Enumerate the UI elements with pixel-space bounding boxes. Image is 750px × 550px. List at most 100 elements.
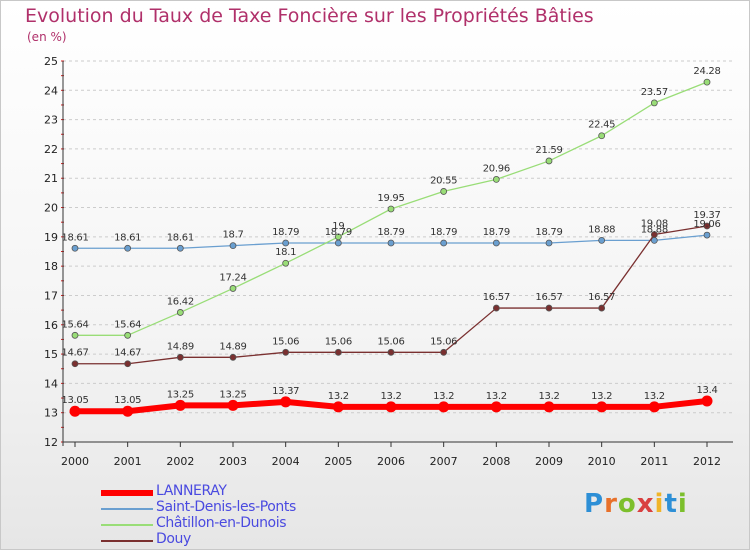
data-point-douy-2008 bbox=[492, 304, 500, 312]
data-point-saint-denis-les-ponts-2007 bbox=[440, 239, 448, 247]
legend-swatch-douy bbox=[101, 540, 153, 542]
data-label-lanneray-2011: 13.2 bbox=[644, 391, 665, 402]
grid bbox=[63, 60, 733, 443]
data-point-chatillon-en-dunois-2011 bbox=[650, 99, 658, 107]
data-point-chatillon-en-dunois-2004 bbox=[282, 259, 290, 267]
data-label-lanneray-2012: 13.4 bbox=[696, 385, 717, 396]
data-point-chatillon-en-dunois-2000 bbox=[71, 331, 79, 339]
data-point-chatillon-en-dunois-2010 bbox=[598, 132, 606, 140]
y-tick-label-12: 12 bbox=[44, 436, 58, 449]
data-point-lanneray-2004 bbox=[280, 396, 292, 408]
logo-letter: i bbox=[677, 489, 688, 519]
data-label-saint-denis-les-ponts-2008: 18.79 bbox=[483, 227, 510, 238]
legend-item-saint-denis-les-ponts: Saint-Denis-les-Ponts bbox=[101, 499, 421, 517]
data-label-saint-denis-les-ponts-2003: 18.7 bbox=[222, 230, 243, 241]
data-point-chatillon-en-dunois-2003 bbox=[229, 285, 237, 292]
data-point-lanneray-2003 bbox=[227, 399, 239, 411]
data-point-saint-denis-les-ponts-2002 bbox=[176, 244, 184, 252]
logo-letter: r bbox=[604, 489, 618, 519]
y-tick-label-22: 22 bbox=[44, 143, 58, 156]
data-label-saint-denis-les-ponts-2012: 19.06 bbox=[693, 219, 720, 230]
data-label-lanneray-2003: 13.25 bbox=[219, 389, 246, 400]
data-point-saint-denis-les-ponts-2012 bbox=[703, 231, 711, 239]
x-tick-label-2000: 2000 bbox=[61, 455, 89, 468]
y-tick-label-17: 17 bbox=[44, 289, 58, 302]
data-point-lanneray-2012 bbox=[701, 395, 713, 407]
data-point-douy-2012 bbox=[703, 222, 711, 230]
data-label-saint-denis-les-ponts-2004: 18.79 bbox=[272, 227, 299, 238]
x-tick-label-2003: 2003 bbox=[219, 455, 247, 468]
legend-swatch-lanneray bbox=[101, 490, 153, 496]
legend-item-lanneray: LANNERAY bbox=[101, 483, 421, 501]
data-label-douy-2010: 16.57 bbox=[588, 292, 615, 303]
x-tick-label-2001: 2001 bbox=[114, 455, 142, 468]
data-label-chatillon-en-dunois-2006: 19.95 bbox=[377, 193, 404, 204]
data-label-douy-2003: 14.89 bbox=[219, 341, 246, 352]
data-label-douy-2012: 19.37 bbox=[693, 210, 720, 221]
data-label-lanneray-2002: 13.25 bbox=[167, 389, 194, 400]
x-tick-label-2006: 2006 bbox=[377, 455, 405, 468]
data-label-chatillon-en-dunois-2009: 21.59 bbox=[535, 145, 562, 156]
data-point-saint-denis-les-ponts-2005 bbox=[334, 239, 342, 247]
chart-title: Evolution du Taux de Taxe Foncière sur l… bbox=[25, 5, 594, 27]
logo-letter: t bbox=[664, 489, 678, 519]
x-tick-label-2010: 2010 bbox=[588, 455, 616, 468]
data-label-douy-2005: 15.06 bbox=[325, 336, 352, 347]
legend-label-saint-denis-les-ponts: Saint-Denis-les-Ponts bbox=[156, 499, 296, 515]
x-tick-label-2011: 2011 bbox=[640, 455, 668, 468]
chart-unit: (en %) bbox=[27, 30, 67, 44]
data-point-chatillon-en-dunois-2005 bbox=[334, 233, 342, 241]
data-point-douy-2003 bbox=[229, 353, 237, 361]
legend: LANNERAY Saint-Denis-les-Ponts Châtillon-e… bbox=[101, 483, 421, 549]
legend-label-chatillon-en-dunois: Châtillon-en-Dunois bbox=[156, 515, 287, 531]
data-point-chatillon-en-dunois-2009 bbox=[545, 157, 553, 165]
data-point-douy-2002 bbox=[176, 353, 184, 361]
y-tick-label-15: 15 bbox=[44, 348, 58, 361]
legend-label-lanneray: LANNERAY bbox=[156, 483, 227, 499]
data-label-chatillon-en-dunois-2007: 20.55 bbox=[430, 175, 457, 186]
data-label-chatillon-en-dunois-2010: 22.45 bbox=[588, 120, 615, 131]
data-point-saint-denis-les-ponts-2003 bbox=[229, 242, 237, 250]
legend-label-douy: Douy bbox=[156, 531, 191, 547]
y-tick-label-16: 16 bbox=[44, 319, 58, 332]
data-point-chatillon-en-dunois-2008 bbox=[492, 176, 500, 183]
data-point-saint-denis-les-ponts-2009 bbox=[545, 239, 553, 247]
data-point-lanneray-2001 bbox=[122, 405, 134, 417]
data-label-lanneray-2005: 13.2 bbox=[328, 391, 349, 402]
data-label-chatillon-en-dunois-2000: 15.64 bbox=[61, 319, 88, 330]
data-point-chatillon-en-dunois-2001 bbox=[124, 331, 132, 339]
data-point-saint-denis-les-ponts-2008 bbox=[492, 239, 500, 247]
data-label-chatillon-en-dunois-2008: 20.96 bbox=[483, 163, 510, 174]
x-tick-label-2009: 2009 bbox=[535, 455, 563, 468]
logo-letter: o bbox=[617, 489, 637, 519]
data-point-douy-2007 bbox=[440, 348, 448, 356]
logo-letter: i bbox=[654, 489, 665, 519]
y-tick-label-21: 21 bbox=[44, 172, 58, 185]
data-label-saint-denis-les-ponts-2009: 18.79 bbox=[535, 227, 562, 238]
data-point-saint-denis-les-ponts-2006 bbox=[387, 239, 395, 247]
data-point-chatillon-en-dunois-2012 bbox=[703, 78, 711, 86]
data-point-chatillon-en-dunois-2007 bbox=[440, 188, 448, 195]
data-point-chatillon-en-dunois-2006 bbox=[387, 205, 395, 213]
data-label-douy-2008: 16.57 bbox=[483, 292, 510, 303]
legend-item-chatillon-en-dunois: Châtillon-en-Dunois bbox=[101, 515, 421, 533]
data-label-chatillon-en-dunois-2012: 24.28 bbox=[693, 66, 720, 77]
legend-swatch-chatillon-en-dunois bbox=[101, 524, 153, 526]
y-tick-label-20: 20 bbox=[44, 202, 58, 215]
data-label-chatillon-en-dunois-2003: 17.24 bbox=[219, 272, 246, 283]
legend-swatch-saint-denis-les-ponts bbox=[101, 508, 153, 510]
y-tick-label-24: 24 bbox=[44, 84, 58, 97]
data-label-chatillon-en-dunois-2004: 18.1 bbox=[275, 247, 296, 258]
data-point-douy-2009 bbox=[545, 304, 553, 312]
data-point-douy-2011 bbox=[650, 231, 658, 238]
y-tick-label-14: 14 bbox=[44, 377, 58, 390]
data-label-douy-2001: 14.67 bbox=[114, 348, 141, 359]
y-tick-label-19: 19 bbox=[44, 231, 58, 244]
x-tick-label-2004: 2004 bbox=[272, 455, 300, 468]
y-tick-label-25: 25 bbox=[44, 55, 58, 68]
data-label-douy-2006: 15.06 bbox=[377, 336, 404, 347]
data-label-saint-denis-les-ponts-2001: 18.61 bbox=[114, 232, 141, 243]
y-tick-label-18: 18 bbox=[44, 260, 58, 273]
proxiti-logo: Proxiti bbox=[584, 489, 688, 519]
data-labels: 13.05 13.05 13.25 13.25 13.37 13.2 13.2 13.2 13.… bbox=[61, 66, 720, 406]
